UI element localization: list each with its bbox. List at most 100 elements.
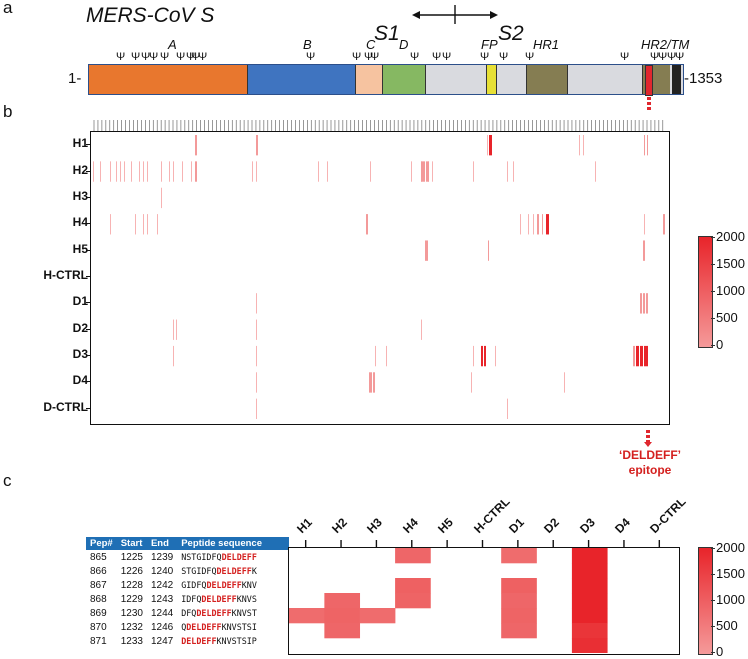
heatmap-cell [571,638,608,654]
heatmap-c-column-ticks [304,540,661,548]
sequence-pre: STGIDFQ [181,566,217,576]
heatmap-cell [395,578,431,594]
glyco-psi-icon: Ψ [176,51,186,63]
reactivity-stripe [644,214,645,235]
reactivity-stripe [663,214,665,235]
domain-fp-label: FP [481,37,498,52]
reactivity-stripe [411,161,412,182]
heatmap-cell [571,548,608,564]
colorbar-c [698,547,713,655]
reactivity-stripe [647,135,648,156]
cell-pep: 868 [90,593,107,605]
glyco-psi-icon: Ψ [480,51,490,63]
heatmap-col-label-h3: H3 [364,515,386,536]
colorbar-tick-label: 2000 [716,229,745,244]
row-label-h5: H5 [72,241,88,256]
domain-b-label: B [303,37,312,52]
reactivity-stripe [147,214,148,235]
colorbar-tick-label: 0 [716,337,724,352]
glyco-psi-icon: Ψ [658,51,668,63]
domain-a [89,65,247,94]
glyco-psi-icon: Ψ [186,51,196,63]
heatmap-cell [324,593,361,609]
domain-a-label: A [168,37,177,52]
colorbar-tick-label: 500 [716,310,738,325]
heatmap-c-cells [289,548,608,654]
reactivity-stripe [495,345,496,367]
peptide-table: Pep# Start End Peptide sequence 865 1225 1… [86,537,290,648]
heatmap-cell [395,548,431,564]
reactivity-stripe [176,319,177,340]
reactivity-stripe [116,161,117,182]
panel-b-label: b [3,102,13,121]
heatmap-col-label-h-ctrl: H-CTRL [470,494,513,536]
reactivity-stripe [110,161,111,182]
reactivity-stripe [195,161,197,182]
epitope-label-line1: ‘DELDEFF’ [619,448,681,462]
heatmap-col-label-d4: D4 [612,515,633,536]
colorbar-tick-label: 1500 [716,256,745,271]
cell-start: 1226 [120,565,143,577]
cell-sequence: STGIDFQDELDEFFK [177,564,289,578]
reactivity-stripe [256,372,257,393]
cell-pep: 865 [90,551,107,563]
reactivity-stripe [191,161,192,182]
glyco-psi-icon: Ψ [650,51,660,63]
reactivity-stripe [473,345,474,367]
epitope-heatmap-c [288,547,680,655]
colorbar-tick [711,291,715,292]
cell-pep: 867 [90,579,107,591]
col-pep: Pep# [86,537,117,550]
heatmap-cell [501,623,537,639]
heatmap-cell [324,623,361,639]
sequence-post: K [251,566,257,576]
glyco-psi-icon: Ψ [364,51,374,63]
sequence-epi: DELDEFF [221,552,257,562]
peptide-tick-row [93,120,664,131]
row-label-h-ctrl: H-CTRL [43,268,88,282]
reactivity-stripe [386,345,387,367]
row-label-d3: D3 [72,347,88,362]
domain-hr2-label: HR2/TM [641,37,690,52]
row-label-d1: D1 [72,294,88,309]
reactivity-stripe [507,161,508,182]
reactivity-stripe [256,345,257,367]
table-row: 869 1230 1244 DFQDELDEFFKNVST [86,606,289,620]
heatmap-col-label-h1: H1 [293,515,315,536]
sequence-pre: NSTGIDFQ [181,552,222,562]
row-label-d4: D4 [72,373,88,388]
reactivity-stripe [481,345,483,367]
reactivity-stripe [528,214,529,235]
protein-title: MERS-CoV S [86,4,215,27]
cell-start: 1233 [120,635,143,647]
heatmap-col-label-h5: H5 [435,515,456,536]
glyco-psi-icon: Ψ [191,51,201,63]
colorbar-tick-label: 2000 [716,540,745,555]
glyco-psi-icon: Ψ [141,51,151,63]
reactivity-stripe [173,161,174,182]
epitope-dash-a [647,97,651,111]
reactivity-stripe [643,240,645,261]
s1-s2-arrow [412,5,498,24]
cell-pep: 866 [90,565,107,577]
glyco-psi-icon: Ψ [116,51,126,63]
heatmap-cell [501,578,537,594]
heatmap-cell [359,608,396,624]
glyco-psi-icon: Ψ [410,51,420,63]
reactivity-stripe [643,293,645,314]
heatmap-cell [501,593,537,609]
cell-pep: 870 [90,621,107,633]
domain-c [355,65,383,94]
reactivity-stripe [143,214,144,235]
col-end: End [146,537,178,550]
reactivity-stripe [489,135,492,156]
reactivity-stripe [644,345,648,367]
table-row: 865 1225 1239 NSTGIDFQDELDEFF [86,550,289,564]
heatmap-col-label-h2: H2 [329,515,350,536]
reactivity-stripe [421,161,425,182]
heatmap-col-label-d-ctrl: D-CTRL [647,494,689,536]
row-tick [86,302,90,304]
sequence-post: KNVSTSI [221,622,257,632]
cell-sequence: QDELDEFFKNVSTSI [177,620,289,634]
panel-c-label: c [3,471,12,490]
